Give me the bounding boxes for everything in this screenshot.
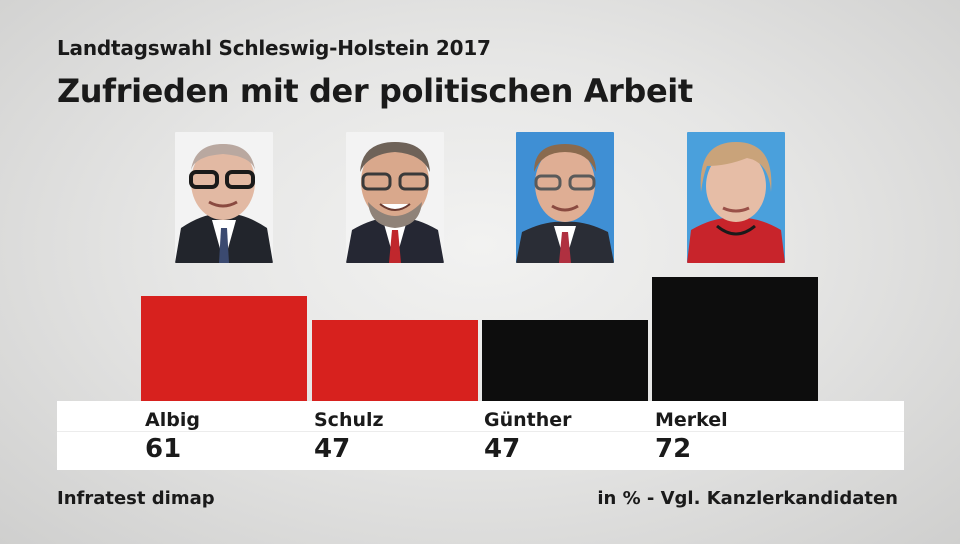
chart-supertitle: Landtagswahl Schleswig-Holstein 2017 (57, 36, 491, 60)
portrait-guenther (516, 132, 614, 263)
portrait-albig (175, 132, 273, 263)
bar-guenther (482, 320, 648, 401)
label-schulz: Schulz (314, 409, 384, 431)
value-schulz: 47 (314, 434, 351, 464)
label-divider (57, 431, 904, 432)
portrait-merkel (687, 132, 785, 263)
bar-merkel (652, 277, 818, 401)
bar-schulz (312, 320, 478, 401)
label-guenther: Günther (484, 409, 572, 431)
unit-note: in % - Vgl. Kanzlerkandidaten (597, 488, 898, 509)
value-merkel: 72 (655, 434, 692, 464)
source-label: Infratest dimap (57, 488, 215, 509)
portrait-schulz (346, 132, 444, 263)
bar-albig (141, 295, 307, 401)
chart-title: Zufrieden mit der politischen Arbeit (57, 72, 693, 110)
value-guenther: 47 (484, 434, 521, 464)
label-albig: Albig (145, 409, 200, 431)
label-panel (57, 401, 904, 470)
label-merkel: Merkel (655, 409, 728, 431)
value-albig: 61 (145, 434, 182, 464)
